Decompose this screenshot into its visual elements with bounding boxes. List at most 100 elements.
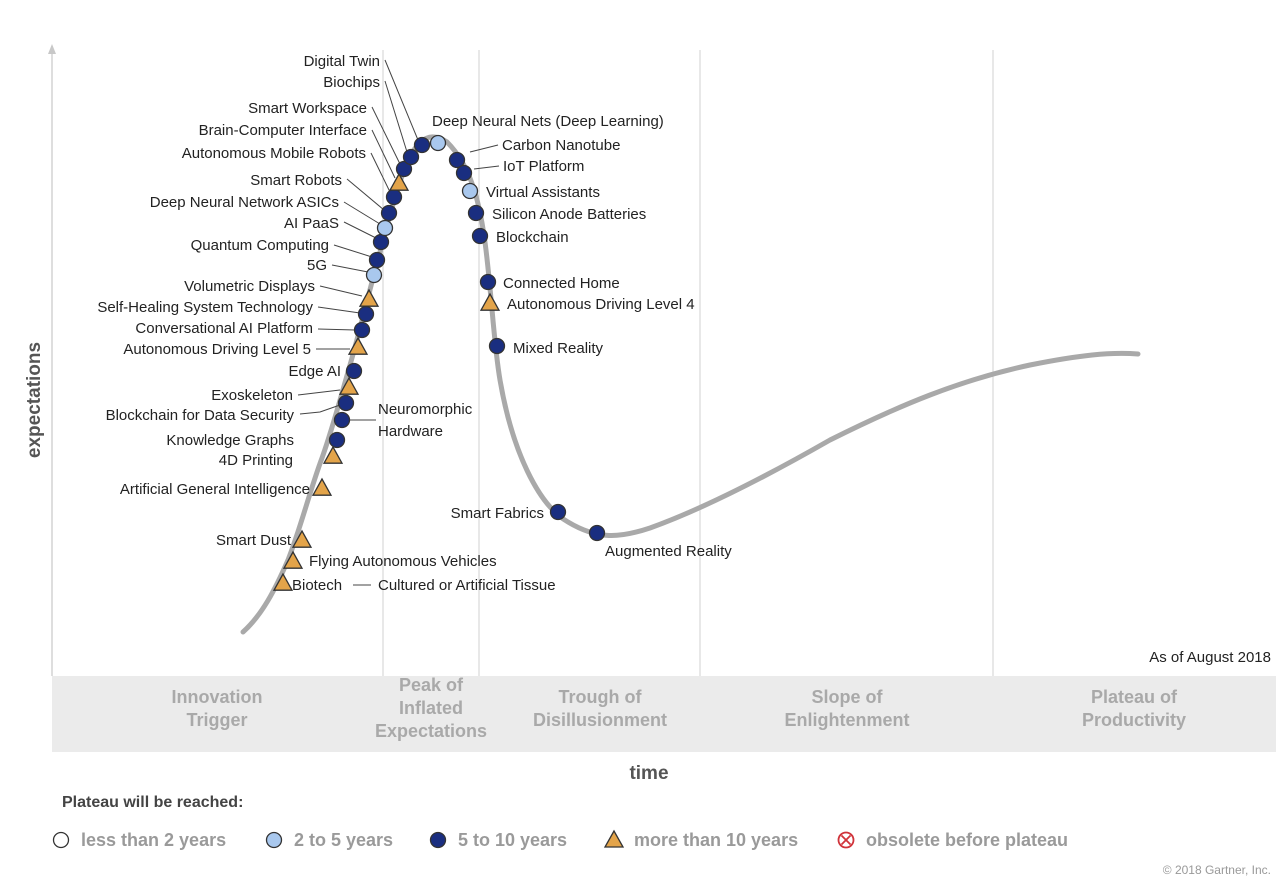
point-label-autonomous-mobile-robots: Autonomous Mobile Robots xyxy=(182,145,366,162)
marker-virtual-assistants xyxy=(461,182,479,200)
marker-exoskeleton xyxy=(338,376,360,395)
marker-artificial-general-intelligence xyxy=(311,477,333,496)
marker-autonomous-mobile-robots xyxy=(385,188,403,206)
marker-4d-printing xyxy=(322,445,344,464)
point-label-smart-robots: Smart Robots xyxy=(250,172,342,189)
phase-label: Disillusionment xyxy=(533,710,667,730)
point-label-virtual-assistants: Virtual Assistants xyxy=(486,184,600,201)
legend-marker xyxy=(265,831,283,849)
legend-item-lt2: less than 2 years xyxy=(52,830,226,850)
leader-line-iot-platform xyxy=(473,165,500,170)
point-label-conversational-ai-platform: Conversational AI Platform xyxy=(135,320,313,337)
point-label-autonomous-driving-level-4: Autonomous Driving Level 4 xyxy=(507,296,695,313)
legend-label: 2 to 5 years xyxy=(294,830,393,850)
legend-item-5to10: 5 to 10 years xyxy=(429,830,567,850)
x-axis-label: time xyxy=(629,763,668,784)
marker-brain-computer-interface xyxy=(388,172,410,191)
phase-band xyxy=(52,676,1276,752)
as-of-note: As of August 2018 xyxy=(1149,649,1271,666)
legend-label: obsolete before plateau xyxy=(866,830,1068,850)
marker-biotech xyxy=(272,572,294,591)
marker-silicon-anode-batteries xyxy=(467,204,485,222)
marker-autonomous-driving-level-5 xyxy=(347,336,369,355)
leader-line-autonomous-mobile-robots xyxy=(370,152,391,193)
phase-label: Inflated xyxy=(399,698,463,718)
phase-label: Productivity xyxy=(1082,710,1186,730)
marker-knowledge-graphs xyxy=(328,431,346,449)
marker-blockchain xyxy=(471,227,489,245)
marker-augmented-reality xyxy=(588,524,606,542)
leader-line-biochips xyxy=(384,80,408,153)
marker-conversational-ai-platform xyxy=(353,321,371,339)
point-label-4d-printing: 4D Printing xyxy=(219,452,293,469)
phase-label: Trough of xyxy=(559,687,643,707)
point-label-neuromorphic-hardware: Neuromorphic xyxy=(378,401,473,418)
point-label-biochips: Biochips xyxy=(323,74,380,91)
marker-edge-ai xyxy=(345,362,363,380)
point-label-knowledge-graphs: Knowledge Graphs xyxy=(166,432,294,449)
leader-line-smart-robots xyxy=(346,178,385,211)
point-label-digital-twin: Digital Twin xyxy=(304,53,380,70)
point-label-flying-autonomous-vehicles: Flying Autonomous Vehicles xyxy=(309,553,497,570)
leader-line-quantum-computing xyxy=(333,244,373,258)
point-label-connected-home: Connected Home xyxy=(503,275,620,292)
point-label-augmented-reality: Augmented Reality xyxy=(605,543,732,560)
marker-5g xyxy=(365,266,383,284)
leader-line-5g xyxy=(331,264,369,273)
point-label-mixed-reality: Mixed Reality xyxy=(513,340,604,357)
point-label-brain-computer-interface: Brain-Computer Interface xyxy=(199,122,367,139)
point-label-smart-fabrics: Smart Fabrics xyxy=(451,505,544,522)
marker-carbon-nanotube xyxy=(448,151,466,169)
leader-line-deep-neural-network-asics xyxy=(343,201,381,225)
leader-line-self-healing-system-technology xyxy=(317,306,361,314)
point-label-volumetric-displays: Volumetric Displays xyxy=(184,278,315,295)
marker-flying-autonomous-vehicles xyxy=(282,550,304,569)
leader-line-conversational-ai-platform xyxy=(317,328,356,331)
legend-marker xyxy=(52,831,70,849)
point-label-biotech-detail: Cultured or Artificial Tissue xyxy=(378,577,556,594)
marker-smart-fabrics xyxy=(549,503,567,521)
copyright: © 2018 Gartner, Inc. xyxy=(1163,863,1271,877)
point-label-deep-neural-network-asics: Deep Neural Network ASICs xyxy=(150,194,339,211)
marker-quantum-computing xyxy=(368,251,386,269)
point-labels: Biotech Cultured or Artificial Tissue Flyi… xyxy=(97,53,732,594)
marker-smart-workspace xyxy=(395,160,413,178)
leader-line-smart-workspace xyxy=(371,106,401,165)
legend-marker xyxy=(603,829,625,848)
leader-line-brain-computer-interface xyxy=(371,129,396,179)
marker-biochips xyxy=(402,148,420,166)
phase-label: Peak of xyxy=(399,675,464,695)
phase-label: Enlightenment xyxy=(785,710,910,730)
marker-self-healing-system-technology xyxy=(357,305,375,323)
point-label-quantum-computing: Quantum Computing xyxy=(191,237,329,254)
point-label-deep-neural-nets-deep-learning: Deep Neural Nets (Deep Learning) xyxy=(432,113,664,130)
phase-label: Innovation xyxy=(172,687,263,707)
legend-marker xyxy=(429,831,447,849)
marker-smart-dust xyxy=(291,529,313,548)
point-label-iot-platform: IoT Platform xyxy=(503,158,584,175)
marker-digital-twin xyxy=(413,136,431,154)
legend: less than 2 years 2 to 5 years 5 to 10 yea… xyxy=(52,829,1068,850)
point-label-silicon-anode-batteries: Silicon Anode Batteries xyxy=(492,206,646,223)
phase-label: Expectations xyxy=(375,721,487,741)
hype-curve xyxy=(240,134,1141,635)
leader-line-volumetric-displays xyxy=(319,285,363,297)
legend-item-obsolete: obsolete before plateau xyxy=(837,830,1068,850)
phase-label: Slope of xyxy=(812,687,884,707)
point-label-edge-ai: Edge AI xyxy=(288,363,341,380)
point-label-biotech: Biotech xyxy=(292,577,342,594)
legend-label: less than 2 years xyxy=(81,830,226,850)
legend-label: more than 10 years xyxy=(634,830,798,850)
marker-neuromorphic-hardware xyxy=(333,411,351,429)
marker-autonomous-driving-level-4 xyxy=(479,292,501,311)
marker-deep-neural-nets-deep-learning xyxy=(429,134,447,152)
point-label-artificial-general-intelligence: Artificial General Intelligence xyxy=(120,481,310,498)
point-label-ai-paas: AI PaaS xyxy=(284,215,339,232)
marker-mixed-reality xyxy=(488,337,506,355)
marker-deep-neural-network-asics xyxy=(376,219,394,237)
point-label-neuromorphic-hardware: Hardware xyxy=(378,423,443,440)
point-label-smart-dust: Smart Dust xyxy=(216,532,292,549)
phase-labels: Innovation Trigger Peak of Inflated Expectat… xyxy=(172,675,1187,741)
point-label-blockchain: Blockchain xyxy=(496,229,569,246)
